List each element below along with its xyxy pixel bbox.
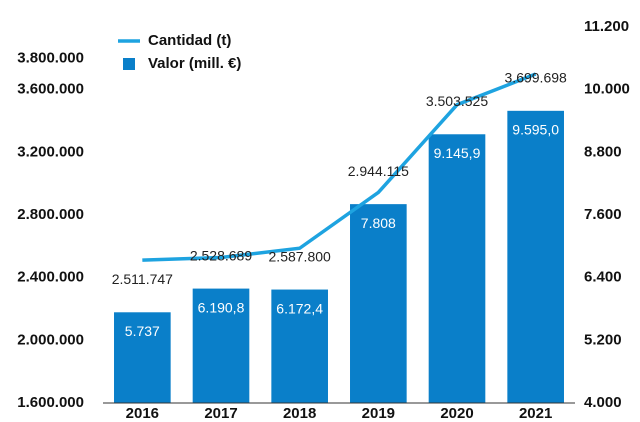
bar-value-label: 7.808	[361, 215, 396, 231]
bar-value-label: 6.172,4	[276, 300, 323, 316]
y2-tick-label: 5.200	[584, 331, 622, 348]
y2-tick-label: 4.000	[584, 394, 622, 411]
y-tick-label: 1.600.000	[17, 394, 84, 411]
y-tick-label: 3.800.000	[17, 49, 84, 66]
x-tick-label: 2016	[126, 405, 159, 422]
y-tick-label: 2.400.000	[17, 269, 84, 286]
y-tick-label: 2.000.000	[17, 331, 84, 348]
bar-value-label: 5.737	[125, 323, 160, 339]
bar-value-label: 9.595,0	[512, 122, 559, 138]
y-tick-label: 3.600.000	[17, 81, 84, 98]
y2-tick-label: 6.400	[584, 269, 622, 286]
y2-tick-label: 11.200	[584, 18, 629, 35]
bar	[428, 134, 486, 404]
y2-tick-label: 8.800	[584, 143, 622, 160]
line-value-label: 2.587.800	[269, 248, 331, 264]
line-value-label: 3.503.525	[426, 93, 488, 109]
bar-value-label: 9.145,9	[434, 145, 481, 161]
x-tick-label: 2021	[519, 405, 552, 422]
y-tick-label: 2.800.000	[17, 206, 84, 223]
bar-value-label: 6.190,8	[198, 299, 245, 315]
y-tick-label: 3.200.000	[17, 143, 84, 160]
x-tick-label: 2020	[440, 405, 473, 422]
legend-swatch	[123, 58, 135, 70]
line-value-label: 2.944.115	[348, 163, 409, 179]
bar	[350, 204, 407, 403]
bar	[507, 110, 564, 404]
y2-tick-label: 10.000	[584, 81, 630, 98]
bar	[271, 289, 328, 403]
x-tick-label: 2017	[204, 405, 237, 422]
bar	[192, 288, 250, 403]
y2-tick-label: 7.600	[584, 206, 622, 223]
legend-label: Cantidad (t)	[148, 32, 231, 49]
bar	[114, 312, 171, 403]
x-tick-label: 2019	[362, 405, 395, 422]
legend-label: Valor (mill. €)	[148, 55, 241, 72]
line-value-label: 3.699.698	[505, 70, 567, 86]
x-tick-label: 2018	[283, 405, 316, 422]
line	[142, 72, 537, 262]
line-value-label: 2.528.689	[190, 247, 252, 263]
line-value-label: 2.511.747	[112, 271, 173, 287]
